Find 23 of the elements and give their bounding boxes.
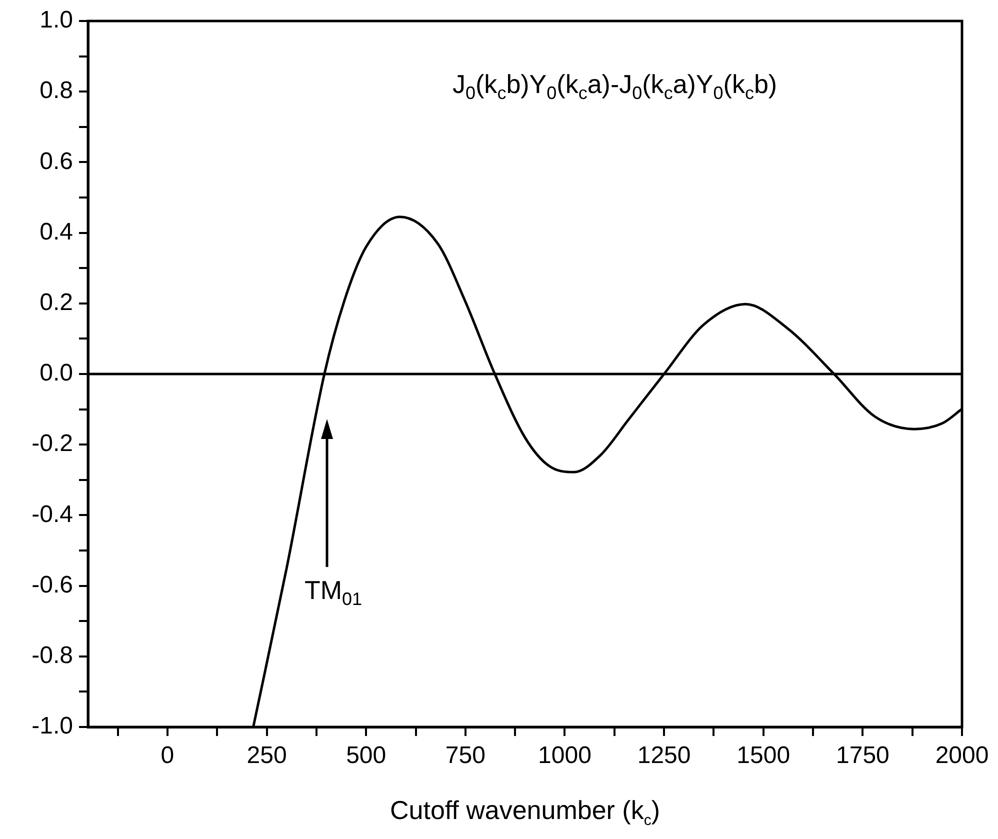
- x-axis-title: Cutoff wavenumber (k$_{c}$): [388, 795, 662, 830]
- x-tick-label: 2000: [935, 742, 989, 770]
- x-tick-label: 250: [246, 742, 287, 770]
- y-tick-label: -0.4: [32, 500, 73, 528]
- y-tick-label: 0.0: [40, 360, 73, 387]
- x-tick-label: 750: [445, 742, 486, 770]
- y-tick-label: 0.4: [40, 218, 73, 246]
- x-tick-label: 1250: [637, 742, 691, 770]
- y-tick-label: -0.2: [32, 430, 73, 458]
- text: J$_{0}$(k$_{c}$b)Y$_{0}$(k$_{c}$a)-J$_{0}$(k$_{c}$a)Y$_{0}$(k$_{c}$b): [452, 69, 778, 104]
- y-tick-label: 0.8: [40, 77, 73, 104]
- y-tick-label: -0.6: [32, 571, 73, 598]
- y-tick-label: -1.0: [32, 712, 73, 740]
- x-tick-label: 500: [346, 742, 386, 770]
- x-tick-label: 1500: [736, 742, 790, 770]
- x-tick-label: 0: [160, 742, 174, 770]
- annotation: TM$_{01}$: [304, 575, 362, 610]
- y-tick-label: 0.2: [40, 289, 73, 316]
- x-tick-label: 1750: [836, 742, 890, 770]
- y-tick-label: 0.6: [40, 148, 73, 175]
- y-tick-label: -0.8: [32, 642, 73, 670]
- y-tick-label: 1.0: [40, 6, 73, 34]
- x-tick-label: 1000: [538, 742, 592, 770]
